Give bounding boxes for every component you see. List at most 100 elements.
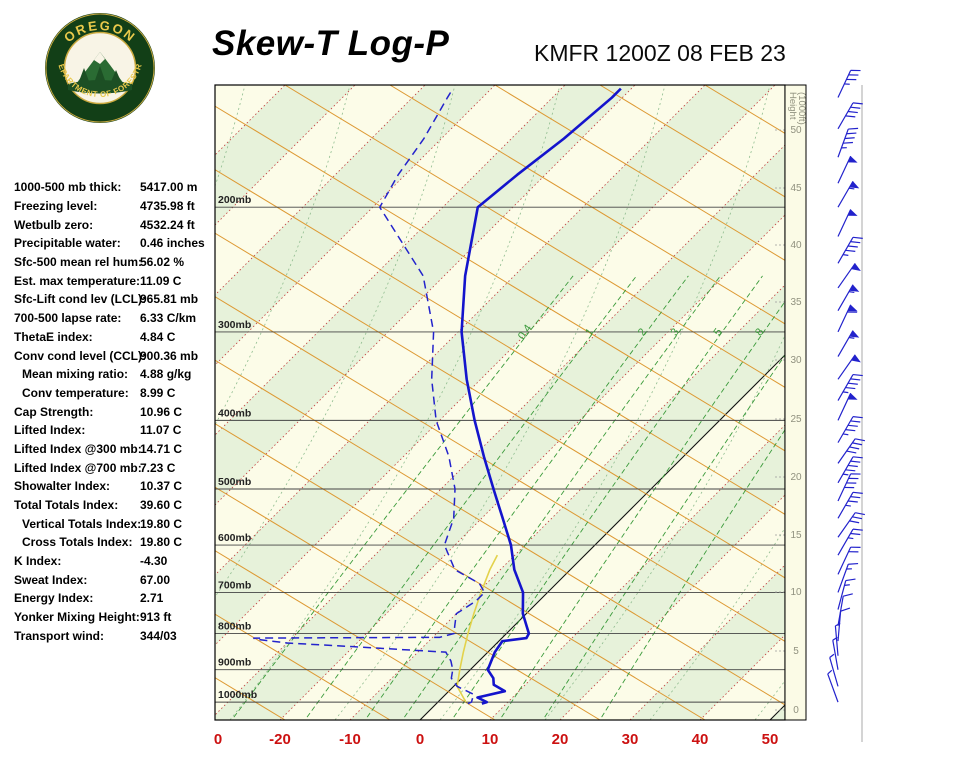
mixing-ratio-line <box>601 429 785 718</box>
index-value: 11.07 C <box>140 423 182 438</box>
index-label: Cap Strength: <box>14 404 94 419</box>
height-scale-value: 25 <box>790 414 802 425</box>
index-label: Conv cond level (CCL): <box>14 348 147 363</box>
dry-adiabat-line <box>599 85 785 198</box>
mixing-ratio-line <box>501 300 785 718</box>
wind-barb <box>837 69 861 98</box>
wind-barb <box>832 636 839 670</box>
dry-adiabat-line <box>494 85 785 261</box>
wind-barb <box>837 392 858 421</box>
dry-adiabat-line <box>0 85 75 720</box>
index-label: Cross Totals Index: <box>22 535 133 550</box>
index-row: Lifted Index: 11.07 C <box>14 421 216 440</box>
temp-axis-label: -20 <box>269 731 291 748</box>
index-label: K Index: <box>14 554 62 569</box>
index-label: Sfc-Lift cond lev (LCL): <box>14 292 146 307</box>
index-label: Lifted Index @700 mb: <box>14 460 142 475</box>
wind-barb <box>837 102 863 130</box>
pressure-label: 200mb <box>218 194 251 206</box>
index-value: 14.71 C <box>140 441 183 456</box>
index-value: 4735.98 ft <box>140 199 195 214</box>
index-label: Conv temperature: <box>22 385 129 400</box>
moist-adiabat-line <box>334 85 666 720</box>
moist-adiabat-line <box>0 85 35 720</box>
dry-adiabat-line <box>389 85 785 325</box>
mixing-ratio-line <box>366 275 689 718</box>
wind-barb <box>837 209 858 237</box>
mixing-ratio-line <box>306 275 637 718</box>
temp-axis-origin-label: 0 <box>214 731 222 748</box>
index-value: 344/03 <box>140 628 177 643</box>
dry-adiabat-line <box>215 486 601 720</box>
temperature-trace <box>460 87 622 705</box>
index-value: -4.30 <box>140 554 168 569</box>
pressure-label: 700mb <box>218 579 251 591</box>
wind-barb <box>837 607 851 642</box>
dry-adiabat-line <box>215 359 785 706</box>
wind-barb <box>837 546 861 575</box>
wind-barb <box>837 438 865 464</box>
index-value: 4.84 C <box>140 329 176 344</box>
isotherm-line <box>215 85 706 576</box>
mixing-ratio-label: 1 <box>583 326 596 338</box>
index-value: 67.00 <box>140 572 171 587</box>
index-label: Yonker Mixing Height: <box>14 610 140 625</box>
index-row: K Index: -4.30 <box>14 552 216 571</box>
height-scale-value: 10 <box>790 587 802 598</box>
mixing-ratio-line <box>404 275 721 718</box>
index-label: 700-500 lapse rate: <box>14 311 122 326</box>
moist-adiabat-line <box>215 85 456 598</box>
isotherm-line <box>0 85 145 720</box>
moist-adiabat-line <box>215 85 246 188</box>
index-value: 19.80 C <box>140 516 183 531</box>
index-value: 10.37 C <box>140 479 183 494</box>
index-row: Est. max temperature: 11.09 C <box>14 271 216 290</box>
index-row: Energy Index: 2.71 <box>14 589 216 608</box>
logo-tree <box>78 68 90 84</box>
isotherm-line <box>349 284 785 720</box>
wind-barb <box>837 354 861 380</box>
logo-tree <box>110 70 122 84</box>
wind-barb <box>837 562 859 593</box>
index-value: 10.96 C <box>140 404 183 419</box>
height-scale-value: 35 <box>790 297 802 308</box>
dry-adiabat-line <box>215 105 785 452</box>
index-value: 2.71 <box>140 591 164 606</box>
height-scale-value: 0 <box>793 705 799 716</box>
index-value: 11.09 C <box>140 273 182 288</box>
height-scale-strip <box>784 84 807 721</box>
index-label: ThetaE index: <box>14 329 93 344</box>
pressure-label: 400mb <box>218 407 251 419</box>
wind-barb <box>827 669 839 703</box>
wind-barb <box>837 473 861 502</box>
wind-barb <box>837 512 865 538</box>
mixing-ratio-line <box>544 354 785 718</box>
page-title: Skew-T Log-P <box>212 24 450 63</box>
mixing-ratio-label: 3 <box>669 326 682 338</box>
dry-adiabat-line <box>284 85 785 388</box>
index-row: Cross Totals Index: 19.80 C <box>14 533 216 552</box>
index-row: Sweat Index: 67.00 <box>14 570 216 589</box>
temp-axis-label: 30 <box>622 731 639 748</box>
dry-adiabat-line <box>215 550 496 720</box>
index-row: Transport wind: 344/03 <box>14 627 216 646</box>
moist-adiabat-line <box>229 85 561 720</box>
wind-barb <box>837 180 860 208</box>
height-scale-value: 40 <box>790 240 802 251</box>
index-label: Est. max temperature: <box>14 273 141 288</box>
index-label: Transport wind: <box>14 628 104 643</box>
wind-barb <box>837 416 863 443</box>
height-scale-value: 20 <box>790 472 802 483</box>
isotherm-line <box>215 144 785 716</box>
height-scale-value: 45 <box>790 183 802 194</box>
mixing-ratio-label: 2 <box>636 326 649 338</box>
index-row: Conv temperature: 8.99 C <box>14 384 216 403</box>
dry-adiabat-line <box>0 85 180 720</box>
height-scale-value: 50 <box>790 125 802 136</box>
index-label: Mean mixing ratio: <box>22 367 129 382</box>
wind-barb <box>837 155 858 184</box>
temp-axis-label: -10 <box>339 731 361 748</box>
isotherm-line <box>215 85 426 296</box>
